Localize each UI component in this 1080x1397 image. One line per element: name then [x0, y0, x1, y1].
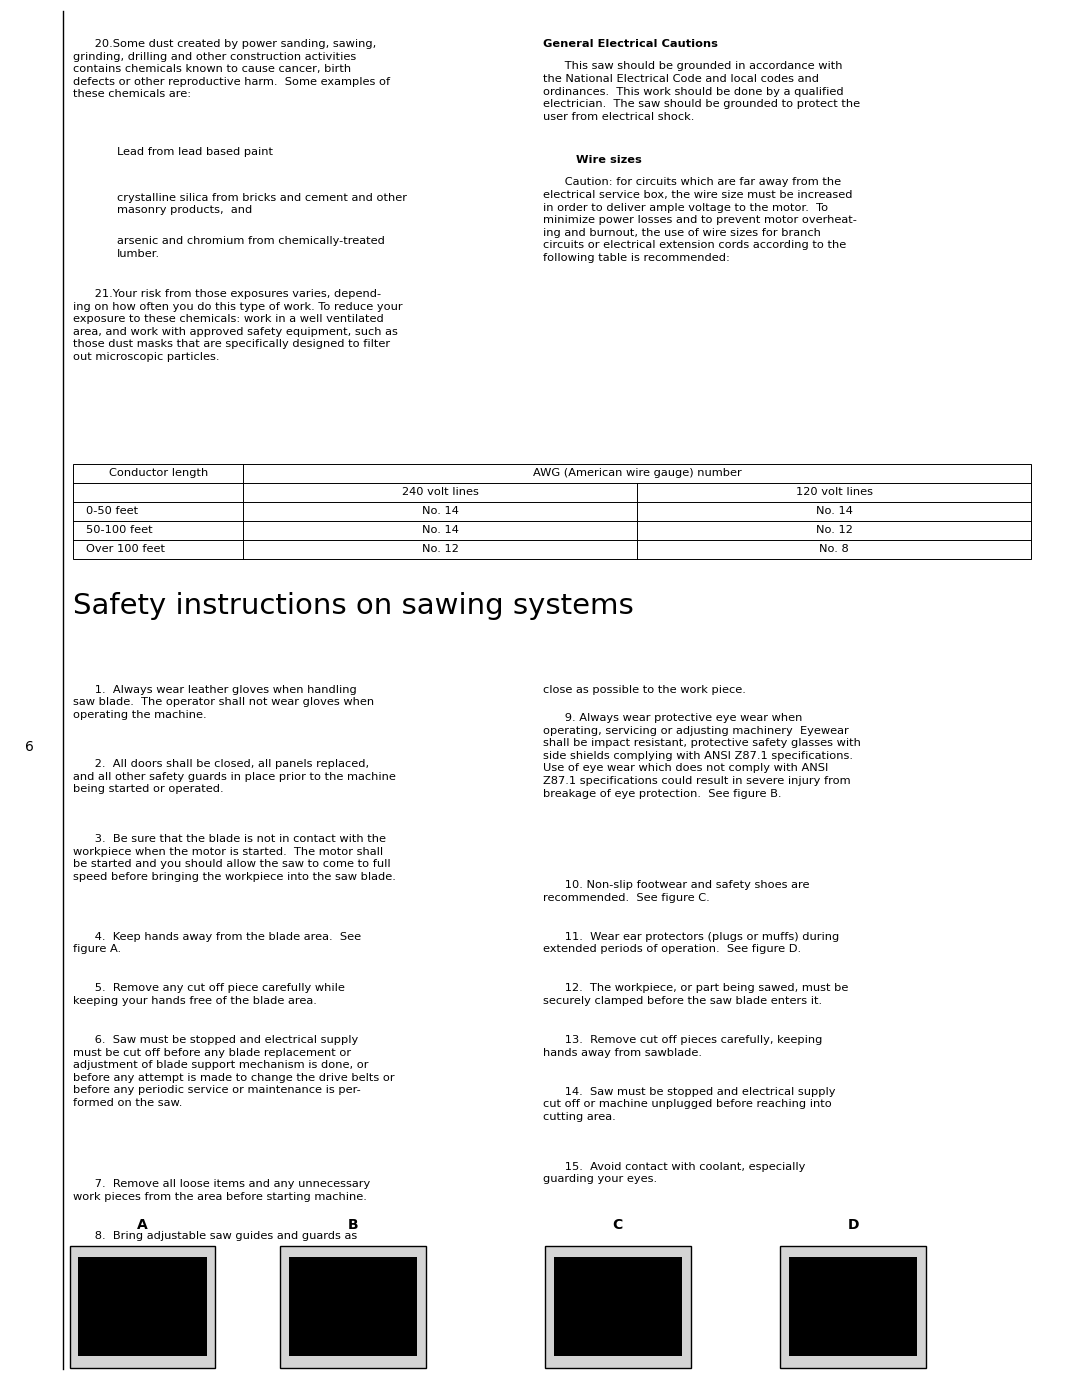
- Bar: [289, 1257, 417, 1356]
- Text: 9. Always wear protective eye wear when
operating, servicing or adjusting machin: 9. Always wear protective eye wear when …: [543, 712, 861, 799]
- Bar: [69, 1246, 216, 1368]
- Bar: [544, 1246, 690, 1368]
- Text: 0-50 feet: 0-50 feet: [86, 506, 138, 517]
- Bar: [281, 1246, 426, 1368]
- Text: Safety instructions on sawing systems: Safety instructions on sawing systems: [73, 592, 634, 620]
- Bar: [788, 1257, 918, 1356]
- Text: Wire sizes: Wire sizes: [576, 155, 642, 165]
- Text: C: C: [612, 1218, 623, 1232]
- Text: No. 14: No. 14: [421, 506, 459, 517]
- Text: 13.  Remove cut off pieces carefully, keeping
hands away from sawblade.: 13. Remove cut off pieces carefully, kee…: [543, 1035, 823, 1058]
- Text: Over 100 feet: Over 100 feet: [86, 545, 165, 555]
- Text: crystalline silica from bricks and cement and other
masonry products,  and: crystalline silica from bricks and cemen…: [117, 193, 407, 215]
- Text: AWG (American wire gauge) number: AWG (American wire gauge) number: [532, 468, 742, 478]
- Bar: [781, 1246, 927, 1368]
- Text: 15.  Avoid contact with coolant, especially
guarding your eyes.: 15. Avoid contact with coolant, especial…: [543, 1162, 806, 1185]
- Text: 240 volt lines: 240 volt lines: [402, 488, 478, 497]
- Text: Conductor length: Conductor length: [109, 468, 207, 478]
- Text: 10. Non-slip footwear and safety shoes are
recommended.  See figure C.: 10. Non-slip footwear and safety shoes a…: [543, 880, 810, 902]
- Text: 2.  All doors shall be closed, all panels replaced,
and all other safety guards : 2. All doors shall be closed, all panels…: [73, 760, 396, 795]
- Text: 11.  Wear ear protectors (plugs or muffs) during
extended periods of operation. : 11. Wear ear protectors (plugs or muffs)…: [543, 932, 839, 954]
- Text: 4.  Keep hands away from the blade area.  See
figure A.: 4. Keep hands away from the blade area. …: [73, 932, 362, 954]
- Text: 14.  Saw must be stopped and electrical supply
cut off or machine unplugged befo: 14. Saw must be stopped and electrical s…: [543, 1087, 836, 1122]
- Text: B: B: [348, 1218, 359, 1232]
- Text: A: A: [137, 1218, 148, 1232]
- Text: Lead from lead based paint: Lead from lead based paint: [117, 147, 272, 156]
- Text: No. 12: No. 12: [421, 545, 459, 555]
- Text: 6.  Saw must be stopped and electrical supply
must be cut off before any blade r: 6. Saw must be stopped and electrical su…: [73, 1035, 395, 1108]
- Text: 8.  Bring adjustable saw guides and guards as: 8. Bring adjustable saw guides and guard…: [73, 1231, 357, 1241]
- Text: This saw should be grounded in accordance with
the National Electrical Code and : This saw should be grounded in accordanc…: [543, 61, 861, 122]
- Text: 1.  Always wear leather gloves when handling
saw blade.  The operator shall not : 1. Always wear leather gloves when handl…: [73, 685, 375, 719]
- Bar: [73, 464, 1031, 559]
- Text: 3.  Be sure that the blade is not in contact with the
workpiece when the motor i: 3. Be sure that the blade is not in cont…: [73, 834, 396, 882]
- Text: 21.Your risk from those exposures varies, depend-
ing on how often you do this t: 21.Your risk from those exposures varies…: [73, 289, 403, 362]
- Text: D: D: [848, 1218, 859, 1232]
- Text: close as possible to the work piece.: close as possible to the work piece.: [543, 685, 746, 694]
- Text: 20.Some dust created by power sanding, sawing,
grinding, drilling and other cons: 20.Some dust created by power sanding, s…: [73, 39, 391, 99]
- Text: No. 14: No. 14: [421, 525, 459, 535]
- Bar: [79, 1257, 207, 1356]
- Text: General Electrical Cautions: General Electrical Cautions: [543, 39, 718, 49]
- Text: 7.  Remove all loose items and any unnecessary
work pieces from the area before : 7. Remove all loose items and any unnece…: [73, 1179, 370, 1201]
- Text: 50-100 feet: 50-100 feet: [86, 525, 153, 535]
- Text: arsenic and chromium from chemically-treated
lumber.: arsenic and chromium from chemically-tre…: [117, 236, 384, 258]
- Bar: [554, 1257, 683, 1356]
- Text: 6: 6: [25, 740, 33, 754]
- Text: Caution: for circuits which are far away from the
electrical service box, the wi: Caution: for circuits which are far away…: [543, 177, 858, 263]
- Text: No. 12: No. 12: [815, 525, 853, 535]
- Text: No. 8: No. 8: [820, 545, 849, 555]
- Text: 5.  Remove any cut off piece carefully while
keeping your hands free of the blad: 5. Remove any cut off piece carefully wh…: [73, 983, 346, 1006]
- Text: 12.  The workpiece, or part being sawed, must be
securely clamped before the saw: 12. The workpiece, or part being sawed, …: [543, 983, 849, 1006]
- Text: 120 volt lines: 120 volt lines: [796, 488, 873, 497]
- Text: No. 14: No. 14: [815, 506, 853, 517]
